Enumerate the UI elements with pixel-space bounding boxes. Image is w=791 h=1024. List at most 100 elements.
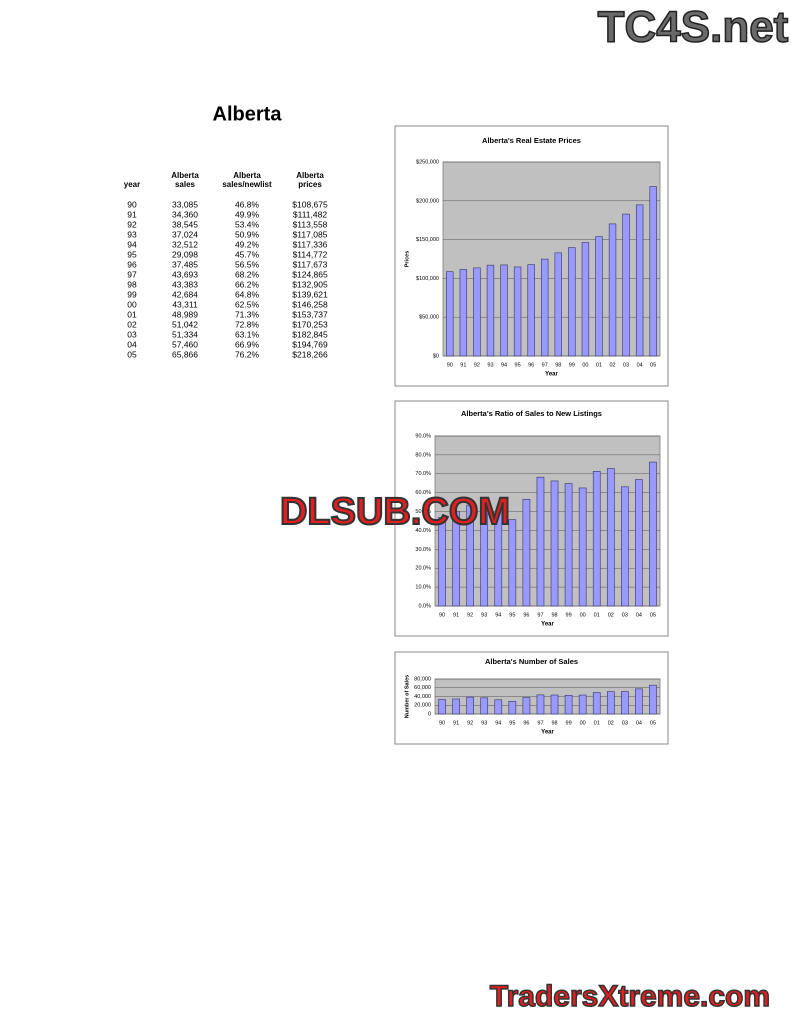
y-tick-label: 90.0% [415,433,431,439]
y-tick-label: 60.0% [415,490,431,496]
bar [564,483,573,607]
bar [649,684,657,715]
table-cell: 29,098 [172,249,198,259]
table-cell: 04 [127,339,137,349]
bar [581,242,590,357]
bar [452,511,460,607]
table-cell: 49.9% [235,209,260,219]
page-title: Alberta [213,103,283,125]
y-tick-label: 60,000 [414,685,431,691]
table-cell: 34,360 [172,209,198,219]
bar [452,698,460,715]
x-tick-label: 02 [609,362,615,368]
y-tick-label: 20.0% [415,566,431,572]
bar [527,264,535,357]
y-tick-label: 30.0% [415,547,431,553]
table-cell: 68.2% [235,269,260,279]
table-cell: 51,334 [172,329,198,339]
bar [592,692,601,715]
table-cell: 66.2% [235,279,260,289]
table-cell: 43,693 [172,269,198,279]
table-cell: $117,336 [293,239,328,249]
x-tick-label: 98 [551,720,557,726]
table-cell: 66.9% [235,339,260,349]
bar [595,236,603,357]
x-tick-label: 97 [542,362,548,368]
table-header: Alberta [296,171,324,180]
table-cell: 92 [127,219,137,229]
bar [635,688,643,715]
table-cell: $117,673 [293,259,328,269]
y-tick-label: $200,000 [416,198,439,204]
table-cell: 01 [127,309,137,319]
bar [578,694,587,715]
x-tick-label: 90 [439,720,445,726]
bar [608,223,617,357]
x-tick-label: 03 [622,612,628,618]
table-cell: 96 [127,259,137,269]
table-cell: 76.2% [235,349,260,359]
x-tick-label: 01 [594,720,600,726]
y-tick-label: 80.0% [415,452,431,458]
table-cell: 99 [127,289,137,299]
y-tick-label: 20,000 [414,703,431,709]
x-tick-label: 00 [580,612,586,618]
table-cell: 64.8% [235,289,260,299]
table-cell: 62.5% [235,299,260,309]
y-axis-title: Prices [404,251,410,268]
bar [494,699,503,715]
table-cell: 43,311 [172,299,198,309]
table-cell: $113,558 [293,219,328,229]
y-tick-label: 40,000 [414,694,431,700]
bar [508,700,517,715]
chart-title: Alberta's Real Estate Prices [482,136,581,145]
x-tick-label: 03 [623,362,629,368]
x-tick-label: 05 [650,612,656,618]
x-tick-label: 92 [467,612,473,618]
table-cell: $114,772 [293,249,328,259]
x-tick-label: 93 [487,362,493,368]
bar [592,471,601,607]
bar [606,468,615,607]
x-tick-label: 05 [650,720,656,726]
x-tick-label: 02 [608,612,614,618]
bar [649,186,657,357]
table-cell: 38,545 [172,219,198,229]
table-cell: $170,253 [292,319,328,329]
bar [649,461,657,607]
x-tick-label: 93 [481,720,487,726]
table-cell: 37,024 [172,229,198,239]
y-tick-label: 80,000 [414,676,431,682]
x-tick-label: 04 [636,720,642,726]
y-tick-label: 50.0% [415,509,431,515]
x-tick-label: 94 [495,720,501,726]
table-cell: 65,866 [172,349,198,359]
table-cell: 90 [127,199,137,209]
x-tick-label: 91 [453,720,459,726]
bar [459,269,468,357]
x-tick-label: 91 [453,612,459,618]
x-tick-label: 02 [608,720,614,726]
bar [578,487,587,607]
y-tick-label: $0 [433,353,439,359]
table-header: Alberta [233,171,261,180]
watermark: TC4S.net [598,3,789,52]
x-tick-label: 03 [622,720,628,726]
x-tick-label: 95 [515,362,521,368]
x-tick-label: 90 [439,612,445,618]
table-cell: $182,845 [292,329,328,339]
x-tick-label: 94 [501,362,507,368]
x-tick-label: 96 [523,612,529,618]
table-cell: $117,085 [293,229,328,239]
bar [480,509,489,607]
bar [438,699,446,715]
x-tick-label: 00 [582,362,588,368]
x-axis-title: Year [545,372,558,378]
table-header: year [124,180,140,189]
bar [522,697,531,715]
table-cell: 63.1% [235,329,260,339]
table-cell: 50.9% [235,229,260,239]
table-cell: 45.7% [235,249,260,259]
